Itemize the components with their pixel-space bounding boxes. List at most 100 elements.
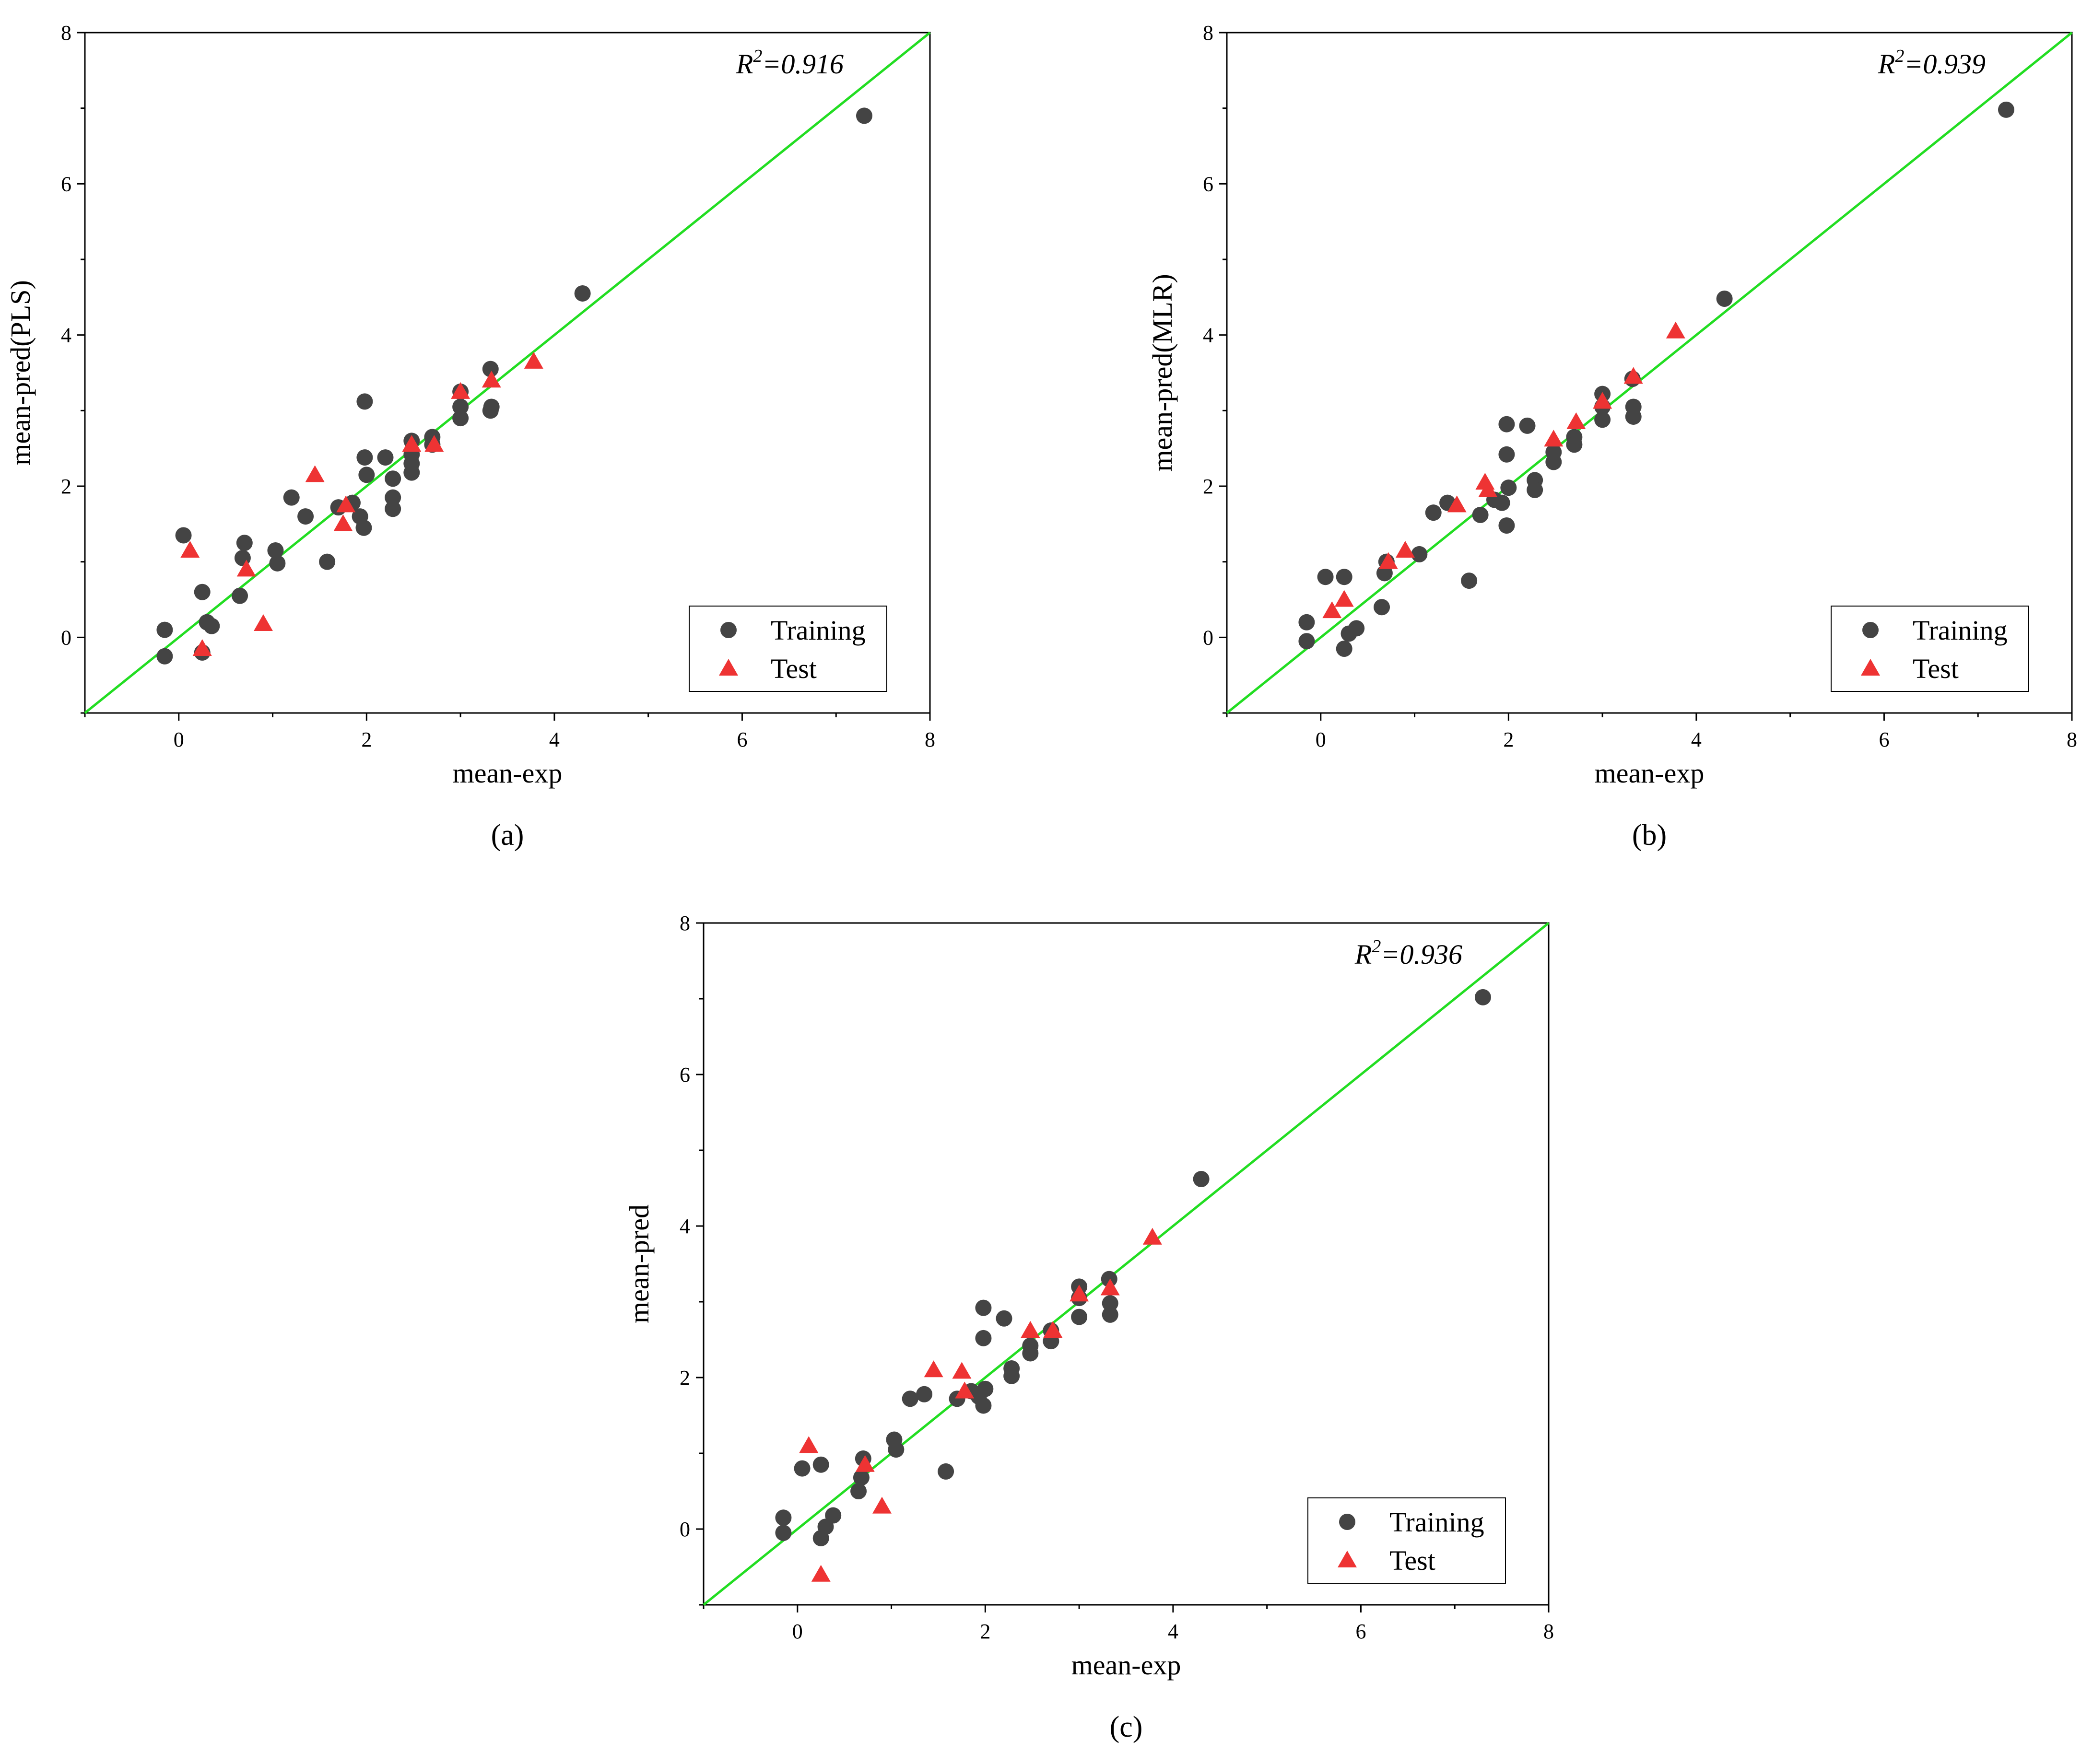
test-point xyxy=(1447,495,1467,513)
training-point xyxy=(574,285,591,302)
y-tick-label: 4 xyxy=(680,1215,690,1238)
training-point xyxy=(385,470,401,487)
x-tick-label: 0 xyxy=(792,1620,803,1643)
legend: Training Test xyxy=(1307,1497,1506,1584)
training-point xyxy=(267,542,284,559)
training-point xyxy=(1566,436,1583,453)
training-point xyxy=(1425,504,1442,521)
legend-test-label: Test xyxy=(1389,1545,1435,1576)
training-point xyxy=(1071,1308,1088,1325)
training-point xyxy=(975,1299,992,1316)
training-point xyxy=(1498,517,1515,534)
fit-line xyxy=(1226,32,2073,714)
training-point xyxy=(356,449,373,466)
test-point xyxy=(524,351,543,369)
training-point xyxy=(452,398,469,415)
test-point xyxy=(451,382,470,399)
training-point xyxy=(1193,1171,1210,1188)
training-point xyxy=(1022,1345,1039,1362)
plot-frame xyxy=(703,922,1550,1606)
y-tick-label: 6 xyxy=(1203,172,1213,196)
training-point xyxy=(482,361,499,377)
test-point xyxy=(811,1565,831,1582)
training-point xyxy=(385,501,401,517)
test-point xyxy=(1566,412,1586,429)
training-point xyxy=(1298,614,1315,631)
training-point xyxy=(1519,417,1536,434)
training-point xyxy=(236,535,253,551)
training-point xyxy=(1625,408,1642,425)
training-point xyxy=(1102,1295,1118,1312)
x-tick-label: 8 xyxy=(925,728,935,751)
legend-box xyxy=(1831,606,2029,692)
training-point xyxy=(850,1483,867,1499)
test-point xyxy=(402,435,422,452)
training-point xyxy=(358,467,375,483)
test-point xyxy=(236,560,256,577)
test-point xyxy=(855,1455,875,1472)
training-point xyxy=(1545,454,1562,470)
x-tick-label: 2 xyxy=(1503,728,1514,751)
panel-caption: (c) xyxy=(1110,1711,1143,1743)
test-point xyxy=(253,614,273,631)
training-point xyxy=(775,1509,792,1526)
r-squared-label: R2=0.939 xyxy=(1878,46,1986,80)
x-tick-label: 4 xyxy=(549,728,560,751)
training-point xyxy=(385,489,401,506)
legend-test-label: Test xyxy=(771,653,817,684)
training-point xyxy=(297,508,314,525)
y-axis-label: mean-pred xyxy=(623,1204,655,1323)
test-point xyxy=(872,1496,892,1514)
x-tick-label: 0 xyxy=(174,728,184,751)
x-axis-label: mean-exp xyxy=(1071,1649,1181,1681)
test-point xyxy=(336,495,356,513)
training-point xyxy=(975,1330,992,1346)
legend-training-marker xyxy=(1339,1514,1355,1530)
training-point xyxy=(194,584,211,600)
training-point xyxy=(1472,506,1489,523)
scatter-panel-1: 0 2 4 6 8 0 2 4 6 8 R2=0.916 Training Test mean-exp me… xyxy=(5,21,935,852)
test-point xyxy=(1100,1278,1120,1296)
training-point xyxy=(377,449,394,466)
test-point xyxy=(180,541,200,558)
x-tick-label: 6 xyxy=(1355,1620,1366,1643)
y-tick-label: 8 xyxy=(61,21,71,45)
y-tick-label: 4 xyxy=(61,324,71,347)
training-point xyxy=(1474,989,1491,1005)
r-squared-label: R2=0.916 xyxy=(736,46,844,80)
training-point xyxy=(1374,599,1390,616)
r-squared-label: R2=0.936 xyxy=(1354,936,1462,970)
fit-line xyxy=(703,922,1550,1606)
legend-test-marker xyxy=(1861,659,1880,676)
legend-test-marker xyxy=(1338,1551,1357,1567)
training-point xyxy=(977,1380,994,1397)
x-tick-label: 6 xyxy=(737,728,747,751)
training-point xyxy=(452,410,469,427)
training-point xyxy=(916,1386,933,1402)
training-point xyxy=(1498,416,1515,432)
training-point xyxy=(232,587,248,604)
training-point xyxy=(856,107,872,124)
test-point xyxy=(1666,321,1685,339)
test-point xyxy=(799,1436,819,1453)
y-tick-label: 6 xyxy=(61,172,71,196)
test-point xyxy=(955,1381,975,1399)
training-point xyxy=(1101,1271,1117,1287)
training-point xyxy=(1348,620,1365,637)
y-tick-label: 0 xyxy=(1203,626,1213,649)
legend: Training Test xyxy=(1831,606,2029,692)
training-point xyxy=(1493,494,1510,511)
training-point xyxy=(203,618,220,634)
y-tick-label: 8 xyxy=(1203,21,1213,45)
test-point xyxy=(482,371,501,388)
test-point xyxy=(1021,1321,1040,1338)
training-point xyxy=(403,464,420,481)
training-point xyxy=(1461,572,1478,589)
training-point xyxy=(1298,633,1315,650)
training-point xyxy=(1498,446,1515,463)
training-point xyxy=(483,398,500,415)
test-point xyxy=(1623,367,1643,384)
training-point xyxy=(1998,101,2014,118)
y-tick-label: 2 xyxy=(1203,475,1213,498)
